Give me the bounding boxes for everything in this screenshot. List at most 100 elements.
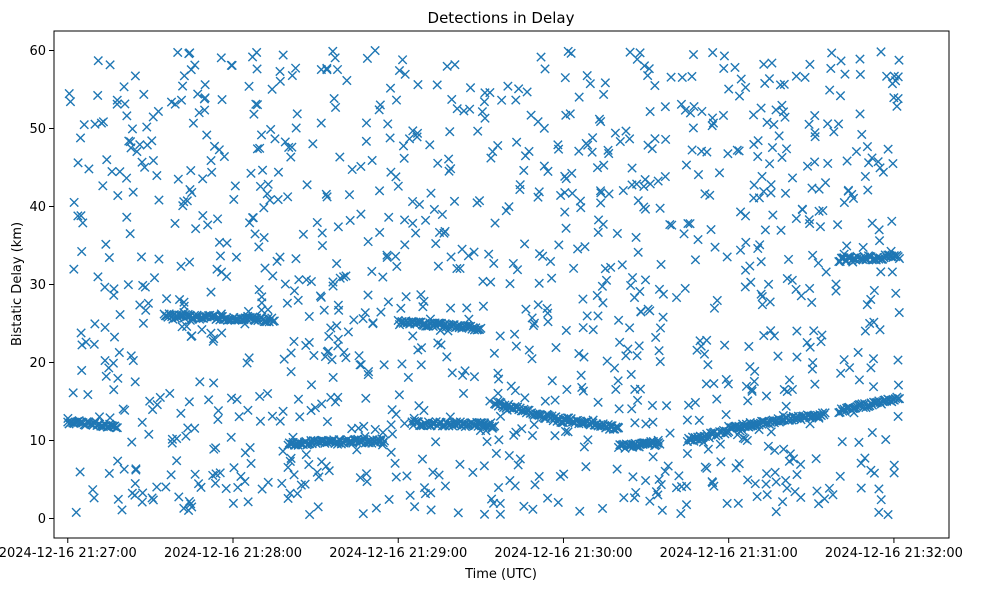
data-point (893, 380, 904, 390)
data-point (251, 99, 261, 109)
data-point (405, 490, 415, 500)
data-point (295, 412, 305, 422)
data-point (165, 388, 175, 399)
data-point (176, 261, 186, 272)
data-point (285, 488, 295, 498)
data-point (690, 397, 701, 408)
data-point (478, 301, 489, 311)
data-point (446, 252, 456, 262)
data-point (762, 417, 772, 428)
data-point (796, 291, 807, 301)
data-point (457, 370, 468, 380)
data-point (679, 229, 689, 239)
data-point (680, 283, 690, 294)
data-point (809, 326, 819, 336)
data-point (588, 324, 598, 335)
data-point (863, 158, 874, 168)
data-point (800, 72, 810, 83)
data-point (464, 104, 475, 114)
data-point (277, 478, 287, 489)
data-point (653, 176, 663, 186)
data-point (540, 396, 551, 406)
data-point (632, 395, 643, 406)
data-point (766, 427, 776, 437)
data-point (263, 305, 273, 315)
data-point (229, 194, 239, 205)
data-point (832, 220, 843, 230)
data-point (667, 220, 677, 230)
data-point (394, 390, 405, 400)
data-point (734, 458, 744, 469)
y-tick-label: 10 (29, 434, 46, 449)
data-point (575, 506, 585, 517)
data-point (791, 213, 802, 224)
data-point (354, 351, 364, 361)
data-point (867, 218, 877, 228)
data-point (108, 358, 119, 368)
data-point (113, 190, 123, 201)
data-point (221, 271, 232, 282)
data-point (370, 424, 380, 435)
data-point (722, 498, 732, 509)
data-point (629, 493, 640, 503)
data-point (479, 461, 490, 471)
data-point (812, 486, 822, 496)
data-point (491, 448, 502, 459)
data-point (479, 97, 490, 107)
data-point (356, 359, 366, 370)
data-point (383, 119, 393, 129)
data-point (254, 242, 264, 252)
data-point (330, 53, 340, 63)
data-point (829, 127, 839, 137)
data-point (131, 464, 141, 474)
data-point (578, 386, 589, 396)
data-point (759, 59, 769, 70)
data-point (109, 384, 119, 395)
data-point (804, 218, 815, 229)
data-point (543, 166, 553, 177)
data-point (776, 225, 786, 236)
data-point (814, 206, 824, 216)
x-tick-label: 2024-12-16 21:28:00 (164, 546, 302, 561)
data-point (431, 238, 441, 249)
data-point (215, 251, 226, 261)
data-point (174, 492, 184, 502)
data-point (100, 355, 110, 366)
data-point (792, 352, 802, 362)
data-point (856, 483, 866, 493)
y-tick-label: 40 (29, 200, 46, 215)
data-point (893, 72, 903, 82)
data-point (93, 272, 103, 282)
data-point (453, 508, 463, 518)
data-point (386, 420, 396, 430)
data-point (677, 72, 688, 83)
data-point (319, 305, 329, 315)
data-point (771, 477, 781, 487)
data-point (894, 307, 904, 318)
data-point (867, 153, 877, 163)
data-point (139, 162, 150, 173)
data-point (216, 53, 226, 63)
data-point (609, 363, 620, 373)
data-point (179, 297, 189, 307)
data-point (200, 80, 210, 90)
data-point (254, 143, 265, 153)
data-point (267, 84, 277, 94)
data-point (289, 286, 300, 296)
data-point (142, 122, 152, 132)
data-point (445, 126, 455, 137)
data-point (765, 325, 776, 336)
data-point (206, 155, 216, 166)
data-point (625, 47, 635, 57)
data-point (533, 192, 543, 202)
data-point (528, 320, 539, 331)
data-point (894, 393, 905, 404)
data-point (539, 161, 550, 171)
data-point (332, 321, 342, 331)
data-point (412, 128, 423, 138)
data-point (579, 352, 589, 362)
data-point (109, 290, 119, 301)
data-point (330, 102, 341, 113)
data-point (715, 439, 726, 449)
